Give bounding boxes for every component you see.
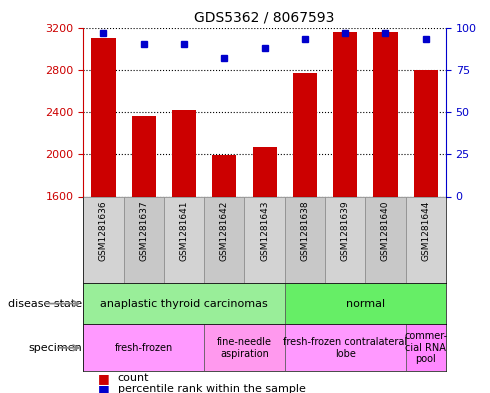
Text: fine-needle
aspiration: fine-needle aspiration bbox=[217, 337, 272, 358]
Bar bbox=[325, 196, 366, 283]
Bar bbox=[204, 324, 285, 371]
Bar bbox=[245, 196, 285, 283]
Text: fresh-frozen contralateral
lobe: fresh-frozen contralateral lobe bbox=[283, 337, 407, 358]
Text: specimen: specimen bbox=[29, 343, 82, 353]
Text: normal: normal bbox=[346, 299, 385, 309]
Bar bbox=[123, 196, 164, 283]
Bar bbox=[293, 73, 317, 196]
Bar bbox=[373, 32, 397, 196]
Bar bbox=[285, 324, 406, 371]
Text: GSM1281641: GSM1281641 bbox=[179, 201, 189, 261]
Text: count: count bbox=[118, 373, 149, 383]
Text: ■: ■ bbox=[98, 371, 110, 385]
Bar bbox=[252, 147, 277, 196]
Text: anaplastic thyroid carcinomas: anaplastic thyroid carcinomas bbox=[100, 299, 268, 309]
Bar bbox=[91, 38, 116, 197]
Title: GDS5362 / 8067593: GDS5362 / 8067593 bbox=[195, 11, 335, 25]
Bar bbox=[83, 324, 204, 371]
Bar bbox=[212, 155, 236, 196]
Text: GSM1281642: GSM1281642 bbox=[220, 201, 229, 261]
Text: GSM1281636: GSM1281636 bbox=[99, 201, 108, 261]
Bar bbox=[285, 196, 325, 283]
Bar bbox=[285, 283, 446, 324]
Text: GSM1281644: GSM1281644 bbox=[421, 201, 430, 261]
Bar bbox=[406, 324, 446, 371]
Text: fresh-frozen: fresh-frozen bbox=[115, 343, 173, 353]
Bar bbox=[414, 70, 438, 196]
Text: GSM1281643: GSM1281643 bbox=[260, 201, 269, 261]
Text: ■: ■ bbox=[98, 382, 110, 393]
Bar bbox=[366, 196, 406, 283]
Bar bbox=[204, 196, 245, 283]
Text: GSM1281638: GSM1281638 bbox=[300, 201, 309, 261]
Text: GSM1281640: GSM1281640 bbox=[381, 201, 390, 261]
Bar bbox=[132, 116, 156, 196]
Text: disease state: disease state bbox=[8, 299, 82, 309]
Bar bbox=[172, 110, 196, 196]
Bar bbox=[83, 196, 123, 283]
Bar bbox=[333, 32, 357, 196]
Bar bbox=[83, 283, 285, 324]
Bar bbox=[164, 196, 204, 283]
Text: percentile rank within the sample: percentile rank within the sample bbox=[118, 384, 305, 393]
Bar bbox=[406, 196, 446, 283]
Text: GSM1281637: GSM1281637 bbox=[139, 201, 148, 261]
Text: GSM1281639: GSM1281639 bbox=[341, 201, 350, 261]
Text: commer-
cial RNA
pool: commer- cial RNA pool bbox=[404, 331, 447, 364]
